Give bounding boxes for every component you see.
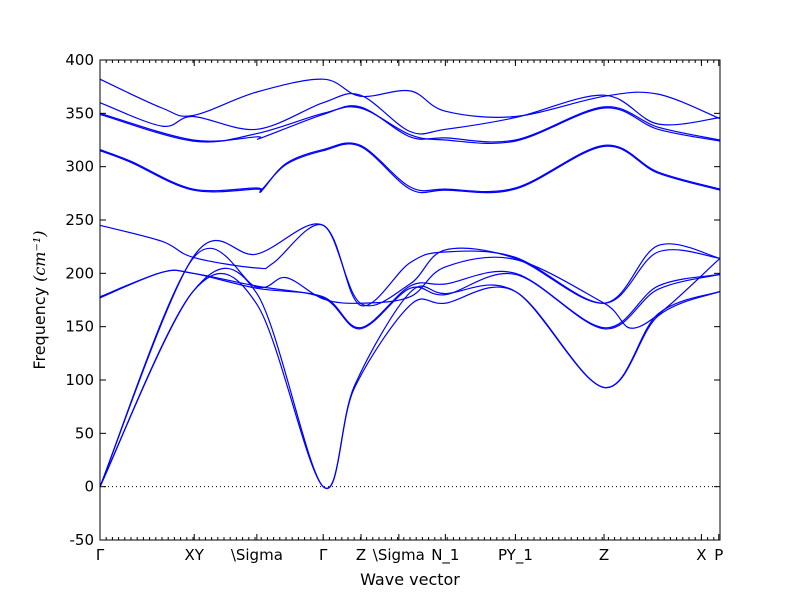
ticks-layer: -50 0 50 100 150 200 250 300 350 400 Γ XY \Sigma Γ Z \S… [65, 51, 723, 565]
x-tick-label: Z [356, 546, 366, 564]
band-line-2 [99, 267, 721, 490]
y-tick-label: 350 [65, 104, 94, 122]
band-line-13 [99, 78, 721, 120]
x-tick-label: \Sigma [373, 546, 425, 564]
y-tick-label: 400 [65, 51, 94, 69]
y-tick-label: -50 [70, 531, 95, 549]
y-axis-title-unit: (cm⁻¹) [30, 230, 49, 281]
x-tick-label: \Sigma [231, 546, 283, 564]
band-line-4 [99, 269, 721, 329]
band-line-7 [99, 223, 721, 487]
y-tick-label: 300 [65, 158, 94, 176]
y-tick-label: 0 [84, 478, 94, 496]
x-tick-label: XY [185, 546, 205, 564]
plot-frame [99, 59, 721, 541]
x-tick-label: P [714, 546, 723, 564]
series-layer [99, 78, 721, 490]
band-line-9 [99, 143, 721, 194]
y-tick-label: 150 [65, 318, 94, 336]
x-tick-label: Γ [96, 546, 105, 564]
x-tick-label: PY_1 [498, 546, 533, 565]
plot-background [100, 60, 720, 540]
y-tick-label: 50 [75, 424, 94, 442]
y-axis-title: Frequency (cm⁻¹) [30, 230, 49, 369]
band-line-11 [99, 106, 721, 145]
x-tick-label: Γ [319, 546, 328, 564]
y-axis-title-main: Frequency [30, 287, 49, 370]
x-tick-label: Z [599, 546, 609, 564]
y-tick-label: 100 [65, 371, 94, 389]
band-line-8 [99, 142, 721, 194]
x-tick-label: N_1 [431, 546, 459, 565]
x-axis-title: Wave vector [360, 570, 460, 589]
y-tick-label: 200 [65, 264, 94, 282]
y-tick-label: 250 [65, 211, 94, 229]
x-tick-label: X [696, 546, 706, 564]
